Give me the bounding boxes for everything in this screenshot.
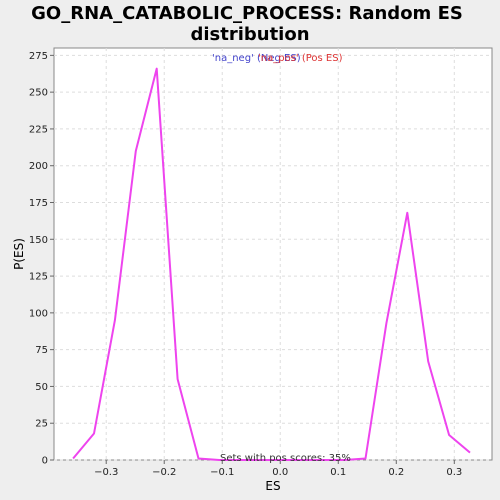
- y-axis-ticks: 0 25 50 75 100 125 150 175 200 225 250 275: [29, 51, 54, 467]
- y-tick-label: 150: [29, 235, 48, 246]
- x-tick-label: −0.1: [210, 467, 234, 478]
- y-tick-label: 200: [29, 161, 48, 172]
- series-line: [72, 67, 471, 461]
- chart-title-line2: distribution: [190, 24, 309, 45]
- x-axis-label: ES: [265, 479, 280, 493]
- legend-entry-neg: 'na_neg' (Neg ES): [212, 53, 301, 64]
- legend-entry-pos: 'na_pos' (Pos ES): [258, 53, 343, 64]
- grid-lines: [54, 48, 492, 461]
- series-layer: [72, 67, 471, 461]
- x-tick-label: −0.3: [94, 467, 118, 478]
- x-axis-ticks: −0.3 −0.2 −0.1 0.0 0.1 0.2 0.3: [94, 460, 462, 478]
- y-tick-label: 0: [42, 456, 48, 467]
- plot-area: [53, 47, 493, 461]
- x-tick-label: 0.3: [446, 467, 462, 478]
- x-tick-label: −0.2: [152, 467, 176, 478]
- y-tick-label: 100: [29, 308, 48, 319]
- y-tick-label: 75: [35, 345, 48, 356]
- y-axis-label: P(ES): [12, 238, 26, 270]
- y-tick-label: 275: [29, 51, 48, 62]
- y-tick-label: 125: [29, 272, 48, 283]
- y-tick-label: 25: [35, 419, 48, 430]
- y-tick-label: 175: [29, 198, 48, 209]
- x-tick-label: 0.0: [272, 467, 288, 478]
- chart-title-line1: GO_RNA_CATABOLIC_PROCESS: Random ES: [31, 3, 463, 24]
- legend: 'na_neg' (Neg ES) 'na_pos' (Pos ES): [212, 53, 343, 64]
- x-tick-label: 0.2: [388, 467, 404, 478]
- x-tick-label: 0.1: [330, 467, 346, 478]
- pos-scores-annotation: Sets with pos scores: 35%: [220, 453, 351, 464]
- y-tick-label: 50: [35, 382, 48, 393]
- y-tick-label: 225: [29, 124, 48, 135]
- y-tick-label: 250: [29, 88, 48, 99]
